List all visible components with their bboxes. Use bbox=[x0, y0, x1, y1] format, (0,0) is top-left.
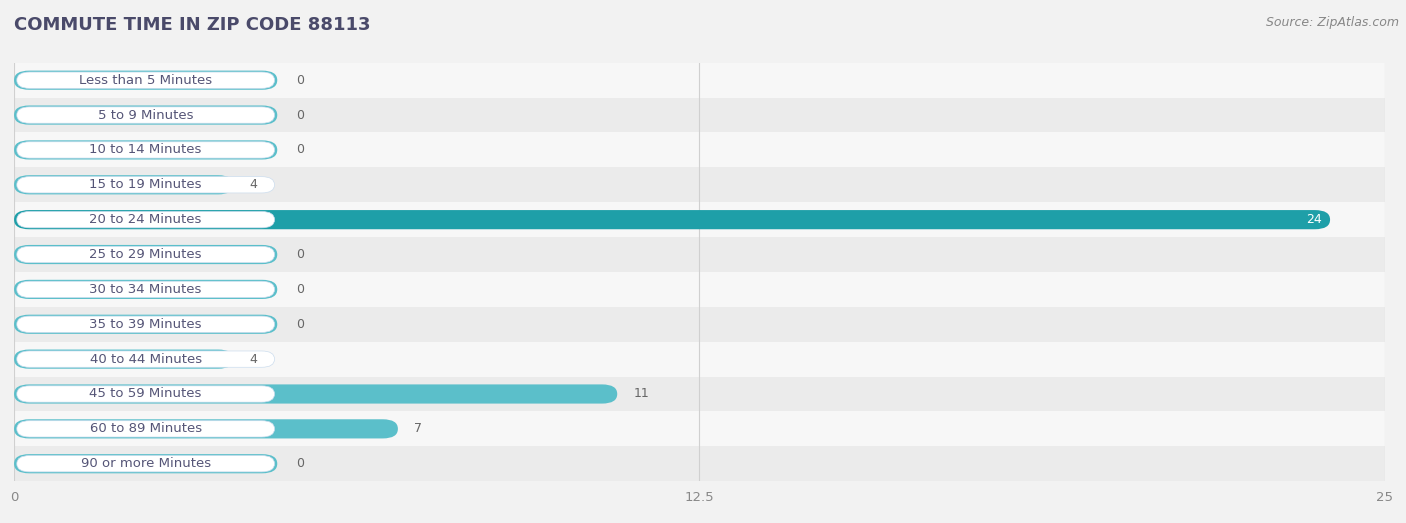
FancyBboxPatch shape bbox=[17, 211, 274, 228]
Text: 20 to 24 Minutes: 20 to 24 Minutes bbox=[90, 213, 202, 226]
Bar bbox=[14, 98, 1385, 132]
FancyBboxPatch shape bbox=[17, 107, 274, 123]
Bar bbox=[14, 237, 1385, 272]
Text: COMMUTE TIME IN ZIP CODE 88113: COMMUTE TIME IN ZIP CODE 88113 bbox=[14, 16, 371, 33]
FancyBboxPatch shape bbox=[14, 245, 277, 264]
Text: 24: 24 bbox=[1306, 213, 1322, 226]
FancyBboxPatch shape bbox=[14, 315, 277, 334]
FancyBboxPatch shape bbox=[14, 140, 277, 160]
FancyBboxPatch shape bbox=[14, 175, 233, 195]
Text: 15 to 19 Minutes: 15 to 19 Minutes bbox=[90, 178, 202, 191]
Bar bbox=[14, 272, 1385, 307]
Text: 5 to 9 Minutes: 5 to 9 Minutes bbox=[98, 109, 194, 121]
Text: 90 or more Minutes: 90 or more Minutes bbox=[80, 457, 211, 470]
Text: 0: 0 bbox=[297, 318, 305, 331]
Text: 0: 0 bbox=[297, 457, 305, 470]
Text: Source: ZipAtlas.com: Source: ZipAtlas.com bbox=[1265, 16, 1399, 29]
FancyBboxPatch shape bbox=[17, 420, 274, 437]
FancyBboxPatch shape bbox=[17, 72, 274, 88]
Text: 60 to 89 Minutes: 60 to 89 Minutes bbox=[90, 423, 201, 435]
Bar bbox=[14, 307, 1385, 342]
FancyBboxPatch shape bbox=[14, 106, 277, 124]
Bar bbox=[14, 63, 1385, 98]
FancyBboxPatch shape bbox=[17, 281, 274, 298]
Text: 30 to 34 Minutes: 30 to 34 Minutes bbox=[90, 283, 202, 296]
Text: 40 to 44 Minutes: 40 to 44 Minutes bbox=[90, 353, 201, 366]
Text: 7: 7 bbox=[415, 423, 422, 435]
FancyBboxPatch shape bbox=[14, 71, 277, 90]
Bar bbox=[14, 446, 1385, 481]
FancyBboxPatch shape bbox=[14, 210, 1330, 229]
FancyBboxPatch shape bbox=[14, 384, 617, 404]
FancyBboxPatch shape bbox=[14, 349, 233, 369]
FancyBboxPatch shape bbox=[17, 246, 274, 263]
Text: 0: 0 bbox=[297, 283, 305, 296]
Text: 11: 11 bbox=[634, 388, 650, 401]
Text: 0: 0 bbox=[297, 248, 305, 261]
FancyBboxPatch shape bbox=[14, 419, 398, 438]
FancyBboxPatch shape bbox=[17, 351, 274, 367]
Bar bbox=[14, 342, 1385, 377]
Text: 10 to 14 Minutes: 10 to 14 Minutes bbox=[90, 143, 202, 156]
Text: Less than 5 Minutes: Less than 5 Minutes bbox=[79, 74, 212, 87]
Bar bbox=[14, 167, 1385, 202]
Bar bbox=[14, 377, 1385, 412]
FancyBboxPatch shape bbox=[14, 280, 277, 299]
Text: 4: 4 bbox=[250, 178, 257, 191]
Text: 0: 0 bbox=[297, 74, 305, 87]
FancyBboxPatch shape bbox=[17, 456, 274, 472]
FancyBboxPatch shape bbox=[17, 142, 274, 158]
Text: 0: 0 bbox=[297, 143, 305, 156]
Text: 35 to 39 Minutes: 35 to 39 Minutes bbox=[90, 318, 202, 331]
Bar bbox=[14, 202, 1385, 237]
FancyBboxPatch shape bbox=[17, 316, 274, 333]
Text: 4: 4 bbox=[250, 353, 257, 366]
FancyBboxPatch shape bbox=[17, 386, 274, 402]
Bar bbox=[14, 132, 1385, 167]
Text: 25 to 29 Minutes: 25 to 29 Minutes bbox=[90, 248, 202, 261]
FancyBboxPatch shape bbox=[17, 177, 274, 193]
Text: 45 to 59 Minutes: 45 to 59 Minutes bbox=[90, 388, 202, 401]
Bar bbox=[14, 412, 1385, 446]
FancyBboxPatch shape bbox=[14, 454, 277, 473]
Text: 0: 0 bbox=[297, 109, 305, 121]
